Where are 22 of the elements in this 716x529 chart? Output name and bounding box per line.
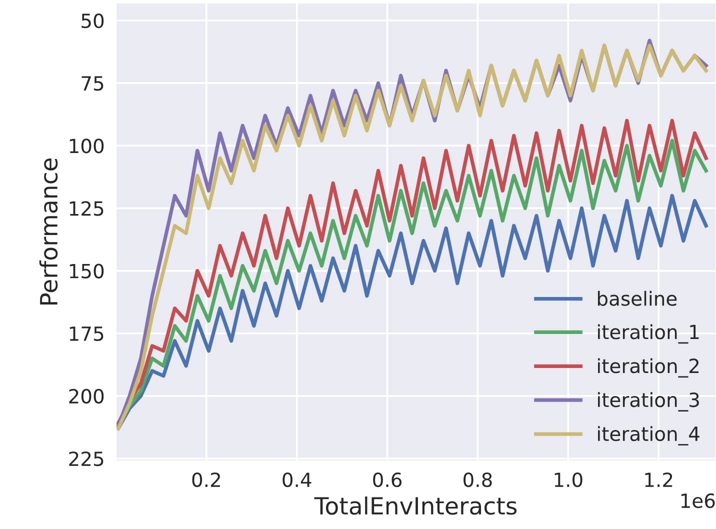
x-tick-label: 0.6 (373, 472, 402, 488)
y-tick-label: 125 (70, 201, 104, 216)
legend-label: iteration_2 (598, 358, 698, 378)
x-tick-label: 0.4 (282, 472, 312, 488)
x-tick-label: 0.2 (192, 472, 220, 488)
legend-label: iteration_1 (598, 324, 699, 344)
x-tick-label: 0.8 (464, 472, 492, 488)
legend-label: baseline (598, 290, 677, 306)
y-tick-label: 200 (69, 388, 104, 404)
x-tick-label: 1.0 (554, 472, 582, 488)
x-axis-title: TotalEnvInteracts (314, 496, 517, 515)
y-tick-label: 75 (82, 76, 104, 91)
y-tick-label: 225 (69, 451, 104, 466)
y-axis-title: Performance (39, 158, 58, 304)
y-tick-label: 50 (82, 13, 104, 28)
x-tick-label: 1.2 (645, 472, 672, 487)
legend-label: iteration_4 (598, 426, 700, 446)
y-tick-label: 175 (70, 326, 104, 342)
y-tick-label: 100 (70, 138, 104, 154)
y-tick-label: 150 (70, 264, 104, 278)
text: 1e6 (681, 493, 715, 508)
legend-label: iteration_3 (598, 392, 699, 412)
